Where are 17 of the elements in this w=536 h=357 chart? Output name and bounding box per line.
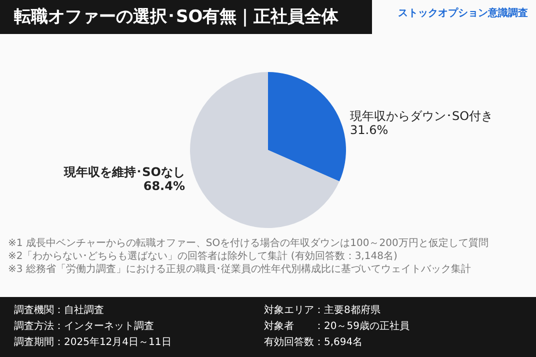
pie-slice xyxy=(190,72,340,228)
text: 対象者 ：20～59歳の正社員 xyxy=(264,320,410,332)
text: 調査期間：2025年12月4日～11日 xyxy=(14,336,172,348)
slice-label: 現年収を維持･SOなし xyxy=(63,165,185,179)
chart-subtitle: ストックオプション意識調査 xyxy=(398,7,528,19)
text: 調査機関：自社調査 xyxy=(14,304,104,316)
data-label: 31.6% xyxy=(350,123,388,137)
text: ※3 総務省「労働力調査」における正規の職員･従業員の性年代別構成比に基づいてウェイトバック集計 xyxy=(8,263,471,275)
data-label: 68.4% xyxy=(143,179,185,193)
slice-label: 現年収からダウン･SO付き xyxy=(350,109,494,123)
chart-title: 転職オファーの選択･SO有無｜正社員全体 xyxy=(13,7,340,27)
text: 調査方法：インターネット調査 xyxy=(14,320,154,332)
text: ※1 成長中ベンチャーからの転職オファー、SOを付ける場合の年収ダウンは100～200万円と仮定して質問 xyxy=(8,237,488,249)
text: 有効回答数：5,694名 xyxy=(264,336,363,348)
pie-slice xyxy=(268,72,346,182)
text: 対象エリア：主要8都府県 xyxy=(264,304,380,316)
text: ※2「わからない･どちらも選ばない」の回答者は除外して集計 (有効回答数：3,148名) xyxy=(8,250,398,262)
